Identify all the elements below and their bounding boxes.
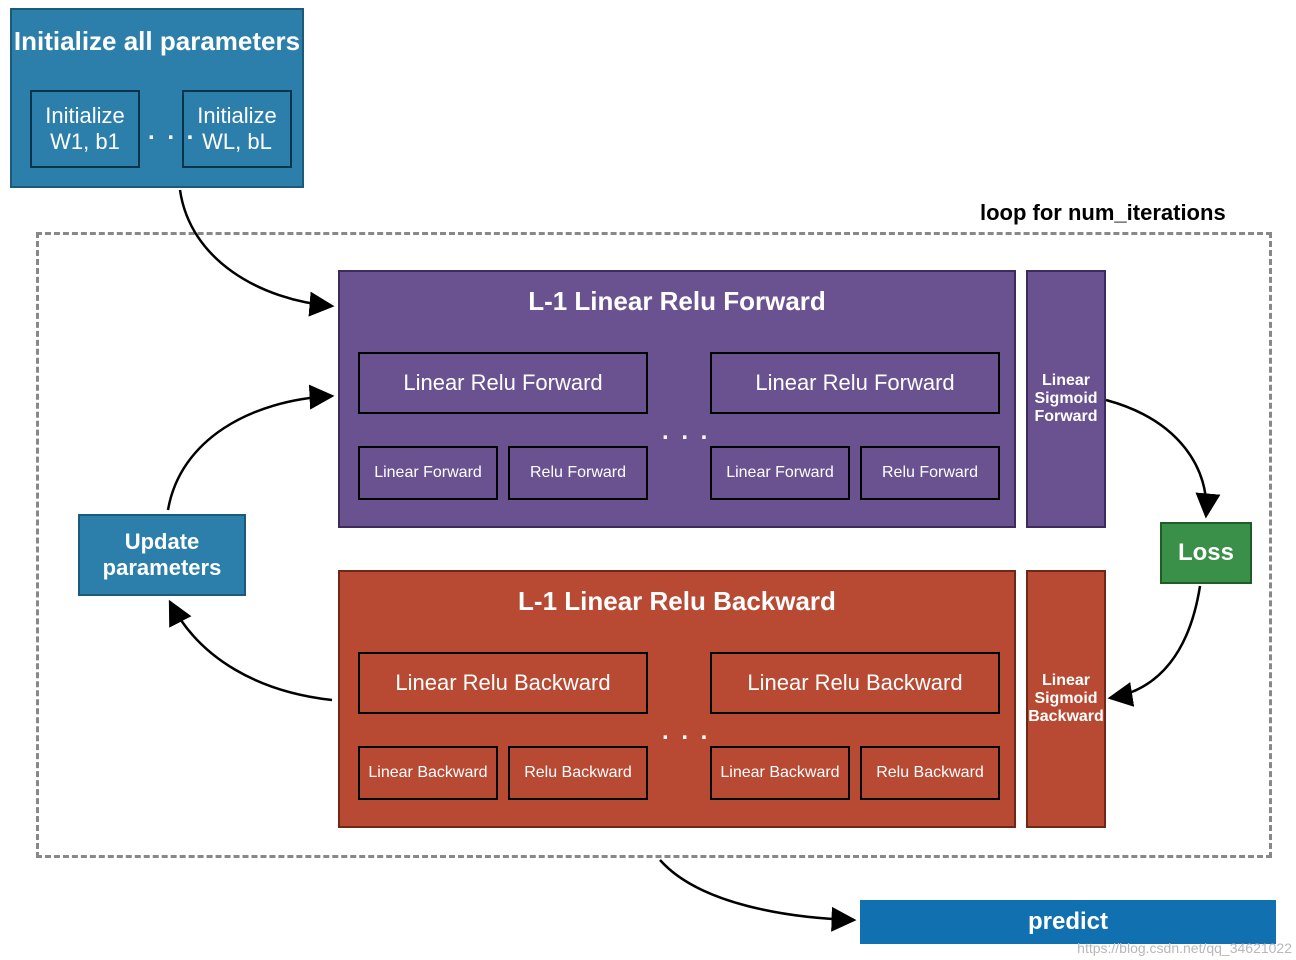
fwd-sub-2b: Relu Forward <box>860 446 1000 500</box>
fwd-block-1: Linear Relu Forward <box>358 352 648 414</box>
bwd-block-1: Linear Relu Backward <box>358 652 648 714</box>
backward-title: L-1 Linear Relu Backward <box>518 586 836 617</box>
bwd-sigmoid: Linear Sigmoid Backward <box>1026 570 1106 828</box>
fwd-sub-1b: Relu Forward <box>508 446 648 500</box>
bwd-sub-2b: Relu Backward <box>860 746 1000 800</box>
predict-box: predict <box>860 900 1276 944</box>
init-left-line2: W1, b1 <box>50 129 120 155</box>
init-right: Initialize WL, bL <box>182 90 292 168</box>
bwd-sub-1b: Relu Backward <box>508 746 648 800</box>
update-box: Update parameters <box>78 514 246 596</box>
init-left-line1: Initialize <box>45 103 124 129</box>
fwd-sub-2a: Linear Forward <box>710 446 850 500</box>
init-right-line2: WL, bL <box>202 129 272 155</box>
init-dots: . . . <box>148 118 196 146</box>
init-title: Initialize all parameters <box>14 26 300 57</box>
forward-title: L-1 Linear Relu Forward <box>528 286 826 317</box>
fwd-dots: . . . <box>662 418 710 446</box>
bwd-dots: . . . <box>662 718 710 746</box>
loop-label: loop for num_iterations <box>980 200 1226 226</box>
bwd-sub-1a: Linear Backward <box>358 746 498 800</box>
bwd-sub-2a: Linear Backward <box>710 746 850 800</box>
bwd-block-2: Linear Relu Backward <box>710 652 1000 714</box>
init-left: Initialize W1, b1 <box>30 90 140 168</box>
fwd-block-2: Linear Relu Forward <box>710 352 1000 414</box>
watermark: https://blog.csdn.net/qq_34621022 <box>1077 940 1292 956</box>
loss-box: Loss <box>1160 522 1252 584</box>
fwd-sub-1a: Linear Forward <box>358 446 498 500</box>
fwd-sigmoid: Linear Sigmoid Forward <box>1026 270 1106 528</box>
init-right-line1: Initialize <box>197 103 276 129</box>
